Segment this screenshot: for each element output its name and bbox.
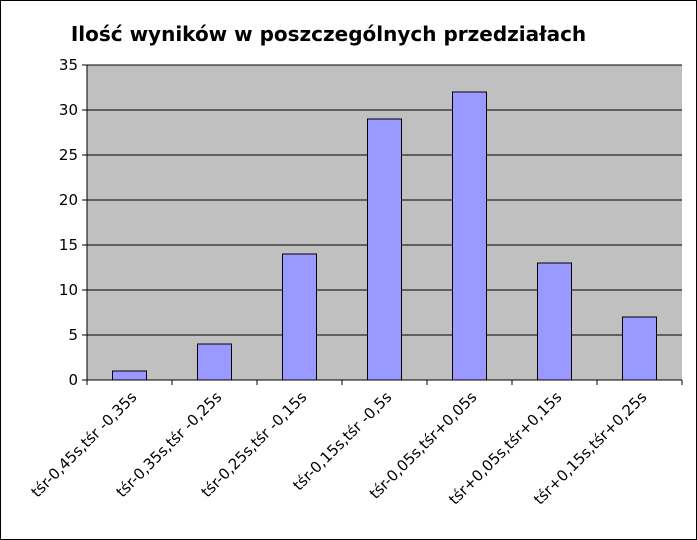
y-tick-label: 20 <box>59 191 78 209</box>
bar <box>112 370 147 381</box>
bar <box>282 253 317 381</box>
axes <box>82 64 683 385</box>
y-tick-labels: 0 5 10 15 20 25 30 35 <box>59 56 78 389</box>
y-tick-label: 5 <box>68 326 78 344</box>
chart-title: Ilość wyników w poszczególnych przedział… <box>70 22 587 46</box>
bar <box>622 316 657 381</box>
bar <box>197 343 232 381</box>
bar <box>367 118 402 381</box>
y-tick-label: 15 <box>59 236 78 254</box>
y-tick-label: 10 <box>59 281 78 299</box>
y-tick-label: 35 <box>59 56 78 74</box>
y-tick-label: 30 <box>59 101 78 119</box>
y-tick-label: 25 <box>59 146 78 164</box>
y-tick-label: 0 <box>68 371 78 389</box>
bars <box>112 91 657 381</box>
bar <box>537 262 572 381</box>
bar <box>452 91 487 381</box>
